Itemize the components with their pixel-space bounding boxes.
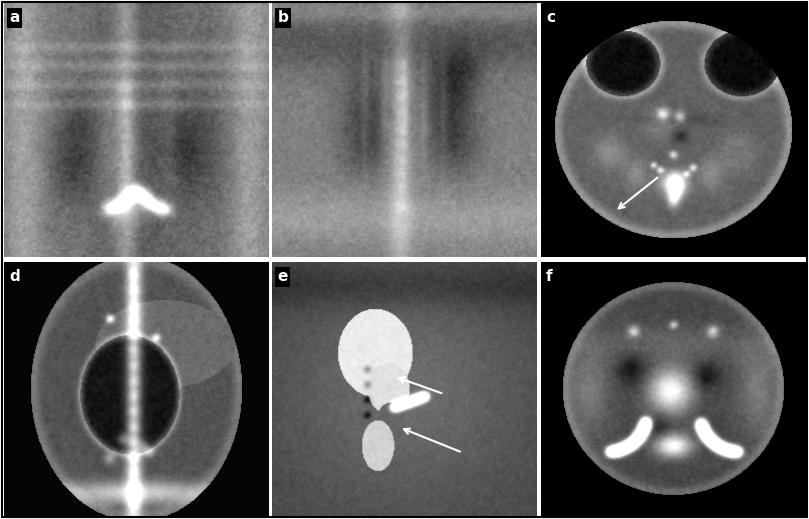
Text: b: b [277, 10, 289, 25]
Text: f: f [546, 269, 553, 284]
Text: d: d [10, 269, 20, 284]
Text: a: a [10, 10, 19, 25]
Text: e: e [277, 269, 288, 284]
Text: c: c [546, 10, 555, 25]
